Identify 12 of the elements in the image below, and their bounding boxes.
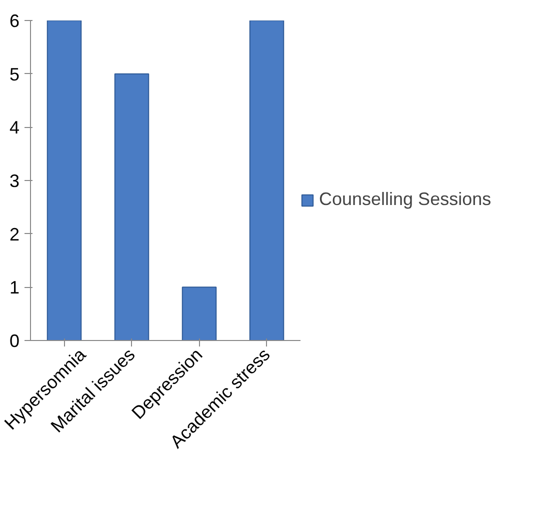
y-tick-label: 0 [9,331,20,351]
bar [46,20,82,340]
y-tick-label: 5 [9,64,20,84]
bar [249,20,284,340]
bar [114,73,150,340]
y-tick-label: 1 [9,278,20,298]
y-tick-label: 2 [9,224,20,244]
y-tick-label: 3 [9,171,20,191]
y-tick-label: 4 [9,118,20,138]
legend-label: Counselling Sessions [319,189,492,210]
bar [182,286,217,340]
y-tick-label: 6 [9,11,20,31]
